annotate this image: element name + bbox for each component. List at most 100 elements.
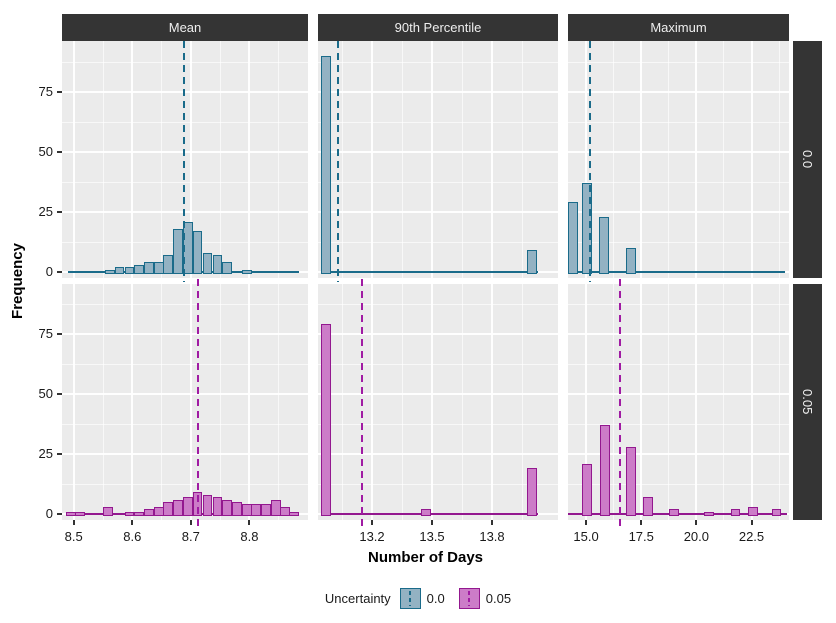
gridline-y-major <box>318 91 558 93</box>
gridline-x-major <box>431 41 433 278</box>
histogram-bar <box>134 264 144 274</box>
facet-strip-row-1: 0.05 <box>793 284 822 520</box>
gridline-y-major <box>318 393 558 395</box>
histogram-bar <box>144 509 154 516</box>
gridline-x-major <box>491 41 493 278</box>
histogram-bar <box>251 504 261 516</box>
gridline-y-minor <box>62 181 308 183</box>
facet-strip-90th-percentile: 90th Percentile <box>318 14 558 41</box>
gridline-x-minor <box>219 41 221 278</box>
histogram-bar <box>527 468 537 516</box>
x-tick-label: 13.8 <box>479 529 505 544</box>
facet-strip-label: 0.05 <box>800 389 815 415</box>
gridline-x-major <box>248 41 251 278</box>
histogram-bar <box>730 509 741 516</box>
x-tick-label: 8.8 <box>240 529 259 544</box>
gridline-x-minor <box>723 41 725 278</box>
y-tick-mark <box>57 91 62 93</box>
gridline-y-major <box>318 211 558 213</box>
histogram-bar <box>669 509 680 516</box>
histogram-bar <box>163 502 174 516</box>
gridline-y-major <box>568 211 789 213</box>
histogram-bar <box>231 502 242 516</box>
histogram-bar <box>66 511 76 516</box>
x-tick-mark <box>248 520 251 525</box>
gridline-x-minor <box>521 41 523 278</box>
y-tick-label: 50 <box>38 386 53 401</box>
x-tick-mark <box>131 520 134 525</box>
gridline-x-minor <box>668 284 670 520</box>
histogram-bar <box>321 324 331 516</box>
histogram-bar <box>163 255 174 274</box>
gridline-y-minor <box>62 423 308 425</box>
x-tick-label: 15.0 <box>573 529 599 544</box>
gridline-x-major <box>371 41 373 278</box>
histogram-bar <box>626 248 637 274</box>
facet-strip-label: 0.0 <box>800 150 815 169</box>
histogram-bar <box>289 511 300 516</box>
mean-vline-dashed <box>337 41 339 282</box>
x-tick-mark <box>491 520 493 525</box>
gridline-y-minor <box>318 423 558 425</box>
y-tick-mark <box>57 211 62 213</box>
histogram-bar <box>202 252 213 274</box>
histogram-bar <box>103 506 113 516</box>
gridline-y-major <box>62 393 308 395</box>
y-tick-mark <box>57 513 62 515</box>
panel-90th-percentile-0.0 <box>318 41 558 282</box>
gridline-y-minor <box>318 181 558 183</box>
gridline-y-minor <box>318 483 558 485</box>
gridline-y-major <box>568 453 789 455</box>
gridline-x-minor <box>161 284 163 520</box>
gridline-x-minor <box>341 284 343 520</box>
histogram-bar <box>153 262 164 274</box>
x-tick-mark <box>640 520 643 525</box>
gridline-y-major <box>318 453 558 455</box>
y-tick-mark <box>57 453 62 455</box>
y-tick-mark <box>57 393 62 395</box>
histogram-bar <box>124 511 135 516</box>
histogram-bar <box>582 463 593 516</box>
gridline-y-minor <box>568 121 789 123</box>
gridline-x-minor <box>461 41 463 278</box>
gridline-y-minor <box>568 241 789 243</box>
gridline-y-major <box>568 91 789 93</box>
gridline-x-major <box>695 41 698 278</box>
gridline-x-major <box>640 284 643 520</box>
histogram-bar <box>582 183 593 274</box>
y-tick-label: 50 <box>38 144 53 159</box>
gridline-x-major <box>585 41 588 278</box>
histogram-bar <box>212 497 223 516</box>
y-tick-label: 25 <box>38 446 53 461</box>
legend-key-swatch-magenta <box>458 587 480 609</box>
gridline-y-major <box>62 91 308 93</box>
gridline-x-minor <box>278 41 280 278</box>
legend-entry-label: 0.0 <box>426 590 445 606</box>
panel-mean-0.0 <box>62 41 308 282</box>
x-tick-mark <box>72 520 75 525</box>
mean-vline-dashed <box>361 279 363 526</box>
legend-key-swatch-teal <box>399 587 421 609</box>
y-tick-label: 0 <box>45 264 53 279</box>
histogram-bar <box>173 228 184 274</box>
gridline-y-major <box>62 333 308 335</box>
x-tick-mark <box>695 520 698 525</box>
gridline-x-minor <box>102 284 104 520</box>
x-tick-mark <box>189 520 192 525</box>
histogram-bar <box>183 497 194 516</box>
gridline-x-major <box>750 284 753 520</box>
histogram-bar <box>241 269 252 274</box>
gridline-x-major <box>371 284 373 520</box>
x-tick-label: 8.7 <box>181 529 200 544</box>
gridline-y-major <box>568 151 789 153</box>
gridline-y-minor <box>62 483 308 485</box>
facet-strip-label: Mean <box>168 20 202 35</box>
x-tick-label: 13.2 <box>359 529 385 544</box>
gridline-x-minor <box>778 284 780 520</box>
gridline-x-major <box>131 284 134 520</box>
mean-vline-dashed <box>182 41 185 282</box>
x-tick-mark <box>750 520 753 525</box>
x-tick-label: 20.0 <box>683 529 710 544</box>
histogram-bar <box>114 267 125 274</box>
